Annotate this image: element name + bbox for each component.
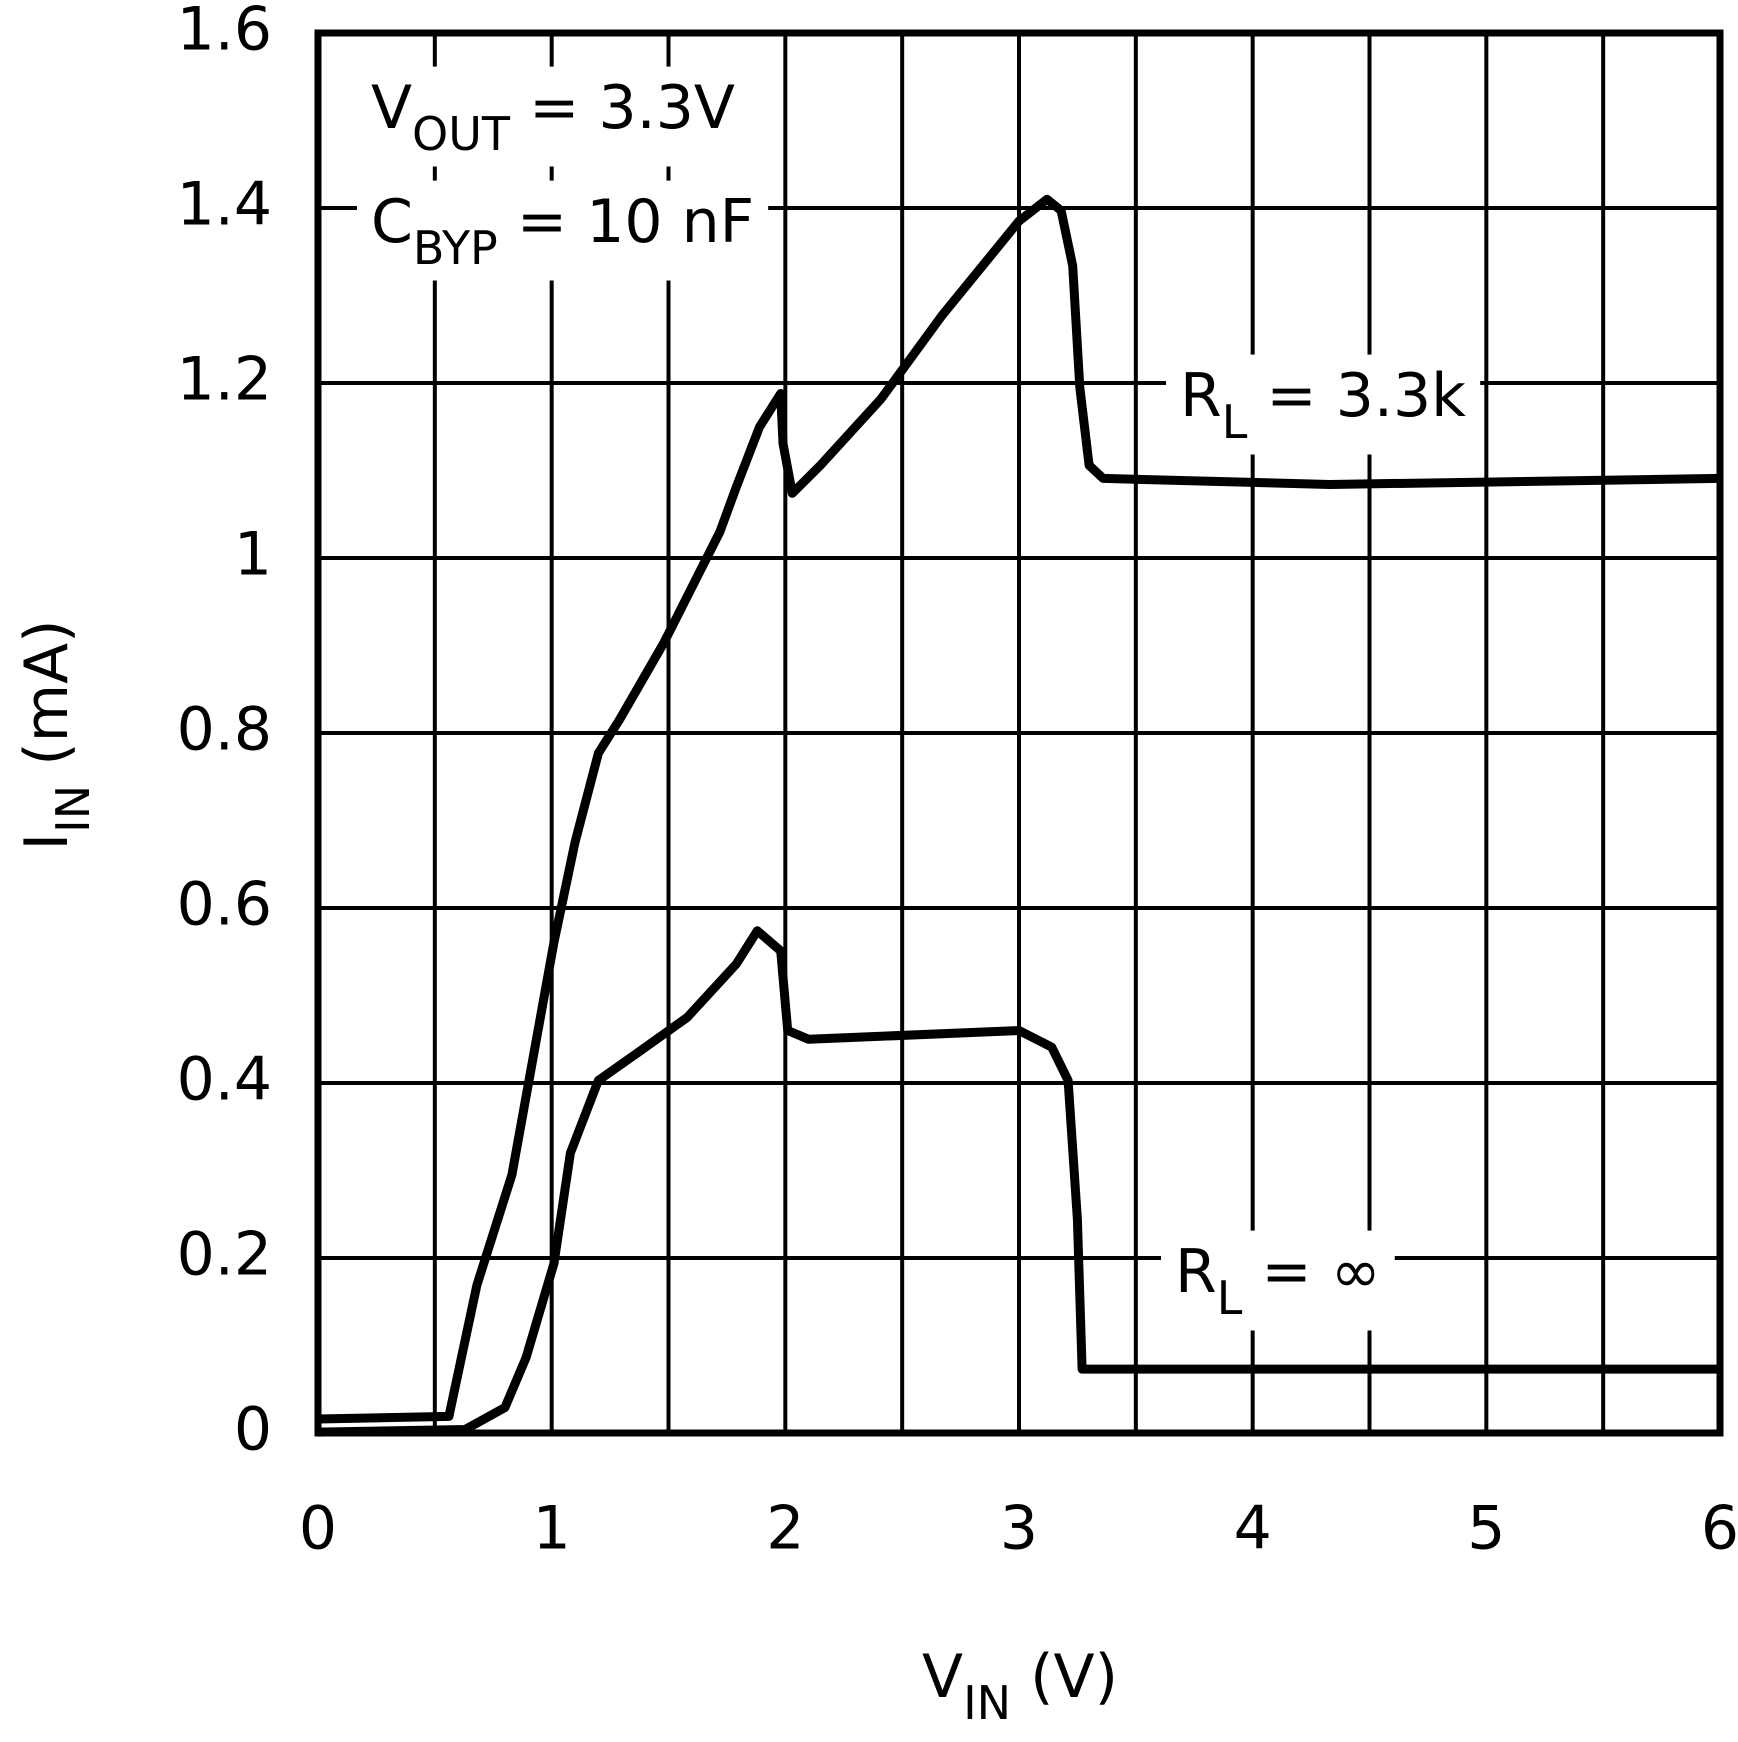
x-axis-label-sub: IN	[963, 1676, 1011, 1730]
x-tick-label: 6	[1701, 1494, 1738, 1564]
annotation-rest: = 3.3k	[1247, 361, 1466, 431]
annotation-main: V	[371, 73, 412, 143]
x-tick-label: 1	[533, 1494, 571, 1564]
y-tick-label: 0.2	[177, 1220, 272, 1290]
y-tick-label: 0.6	[177, 870, 272, 940]
annotation-rest: = 10 nF	[498, 187, 754, 257]
plot-frame	[314, 29, 1724, 1437]
x-axis-label: VIN (V)	[922, 1642, 1118, 1730]
x-tick-label: 0	[299, 1494, 337, 1564]
annotation-sub: BYP	[413, 221, 498, 275]
x-tick-label: 4	[1234, 1494, 1272, 1564]
y-tick-label: 1.6	[177, 0, 272, 65]
data-line	[317, 194, 1721, 1424]
annotation-rest: = 3.3V	[510, 73, 735, 143]
annotation-main: C	[371, 187, 413, 257]
x-axis-label-rest: (V)	[1011, 1642, 1118, 1712]
annotation-sub: L	[1222, 395, 1248, 449]
annotation-main: R	[1180, 361, 1222, 431]
x-axis-label-main: V	[922, 1642, 963, 1712]
y-axis-label-sub: IN	[46, 785, 100, 833]
y-axis-label: IIN (mA)	[12, 619, 100, 850]
y-tick-label: 0.4	[177, 1045, 272, 1115]
y-axis-label-main: I	[12, 833, 82, 851]
annotation-sub: L	[1217, 1271, 1243, 1325]
annotation-sub: OUT	[412, 107, 511, 161]
annotation-rest: = ∞	[1242, 1237, 1380, 1307]
annotation: VOUT = 3.3V	[371, 73, 735, 161]
y-tick-label: 1	[234, 520, 272, 590]
x-tick-label: 2	[766, 1494, 804, 1564]
y-tick-label: 0	[234, 1395, 272, 1465]
annotation: CBYP = 10 nF	[371, 187, 754, 275]
label-background	[357, 66, 749, 167]
label-background	[357, 180, 769, 281]
y-axis-label-rest: (mA)	[12, 619, 82, 784]
x-tick-label: 3	[1000, 1494, 1038, 1564]
annotation: RL = ∞	[1175, 1237, 1381, 1325]
data-line	[317, 926, 1720, 1437]
annotation-main: R	[1175, 1237, 1217, 1307]
y-tick-label: 1.4	[177, 170, 272, 240]
label-background	[1161, 1230, 1395, 1331]
label-background	[1166, 354, 1481, 455]
y-tick-label: 0.8	[177, 695, 272, 765]
x-tick-label: 5	[1467, 1494, 1505, 1564]
y-tick-label: 1.2	[177, 345, 272, 415]
annotation: RL = 3.3k	[1180, 361, 1466, 449]
